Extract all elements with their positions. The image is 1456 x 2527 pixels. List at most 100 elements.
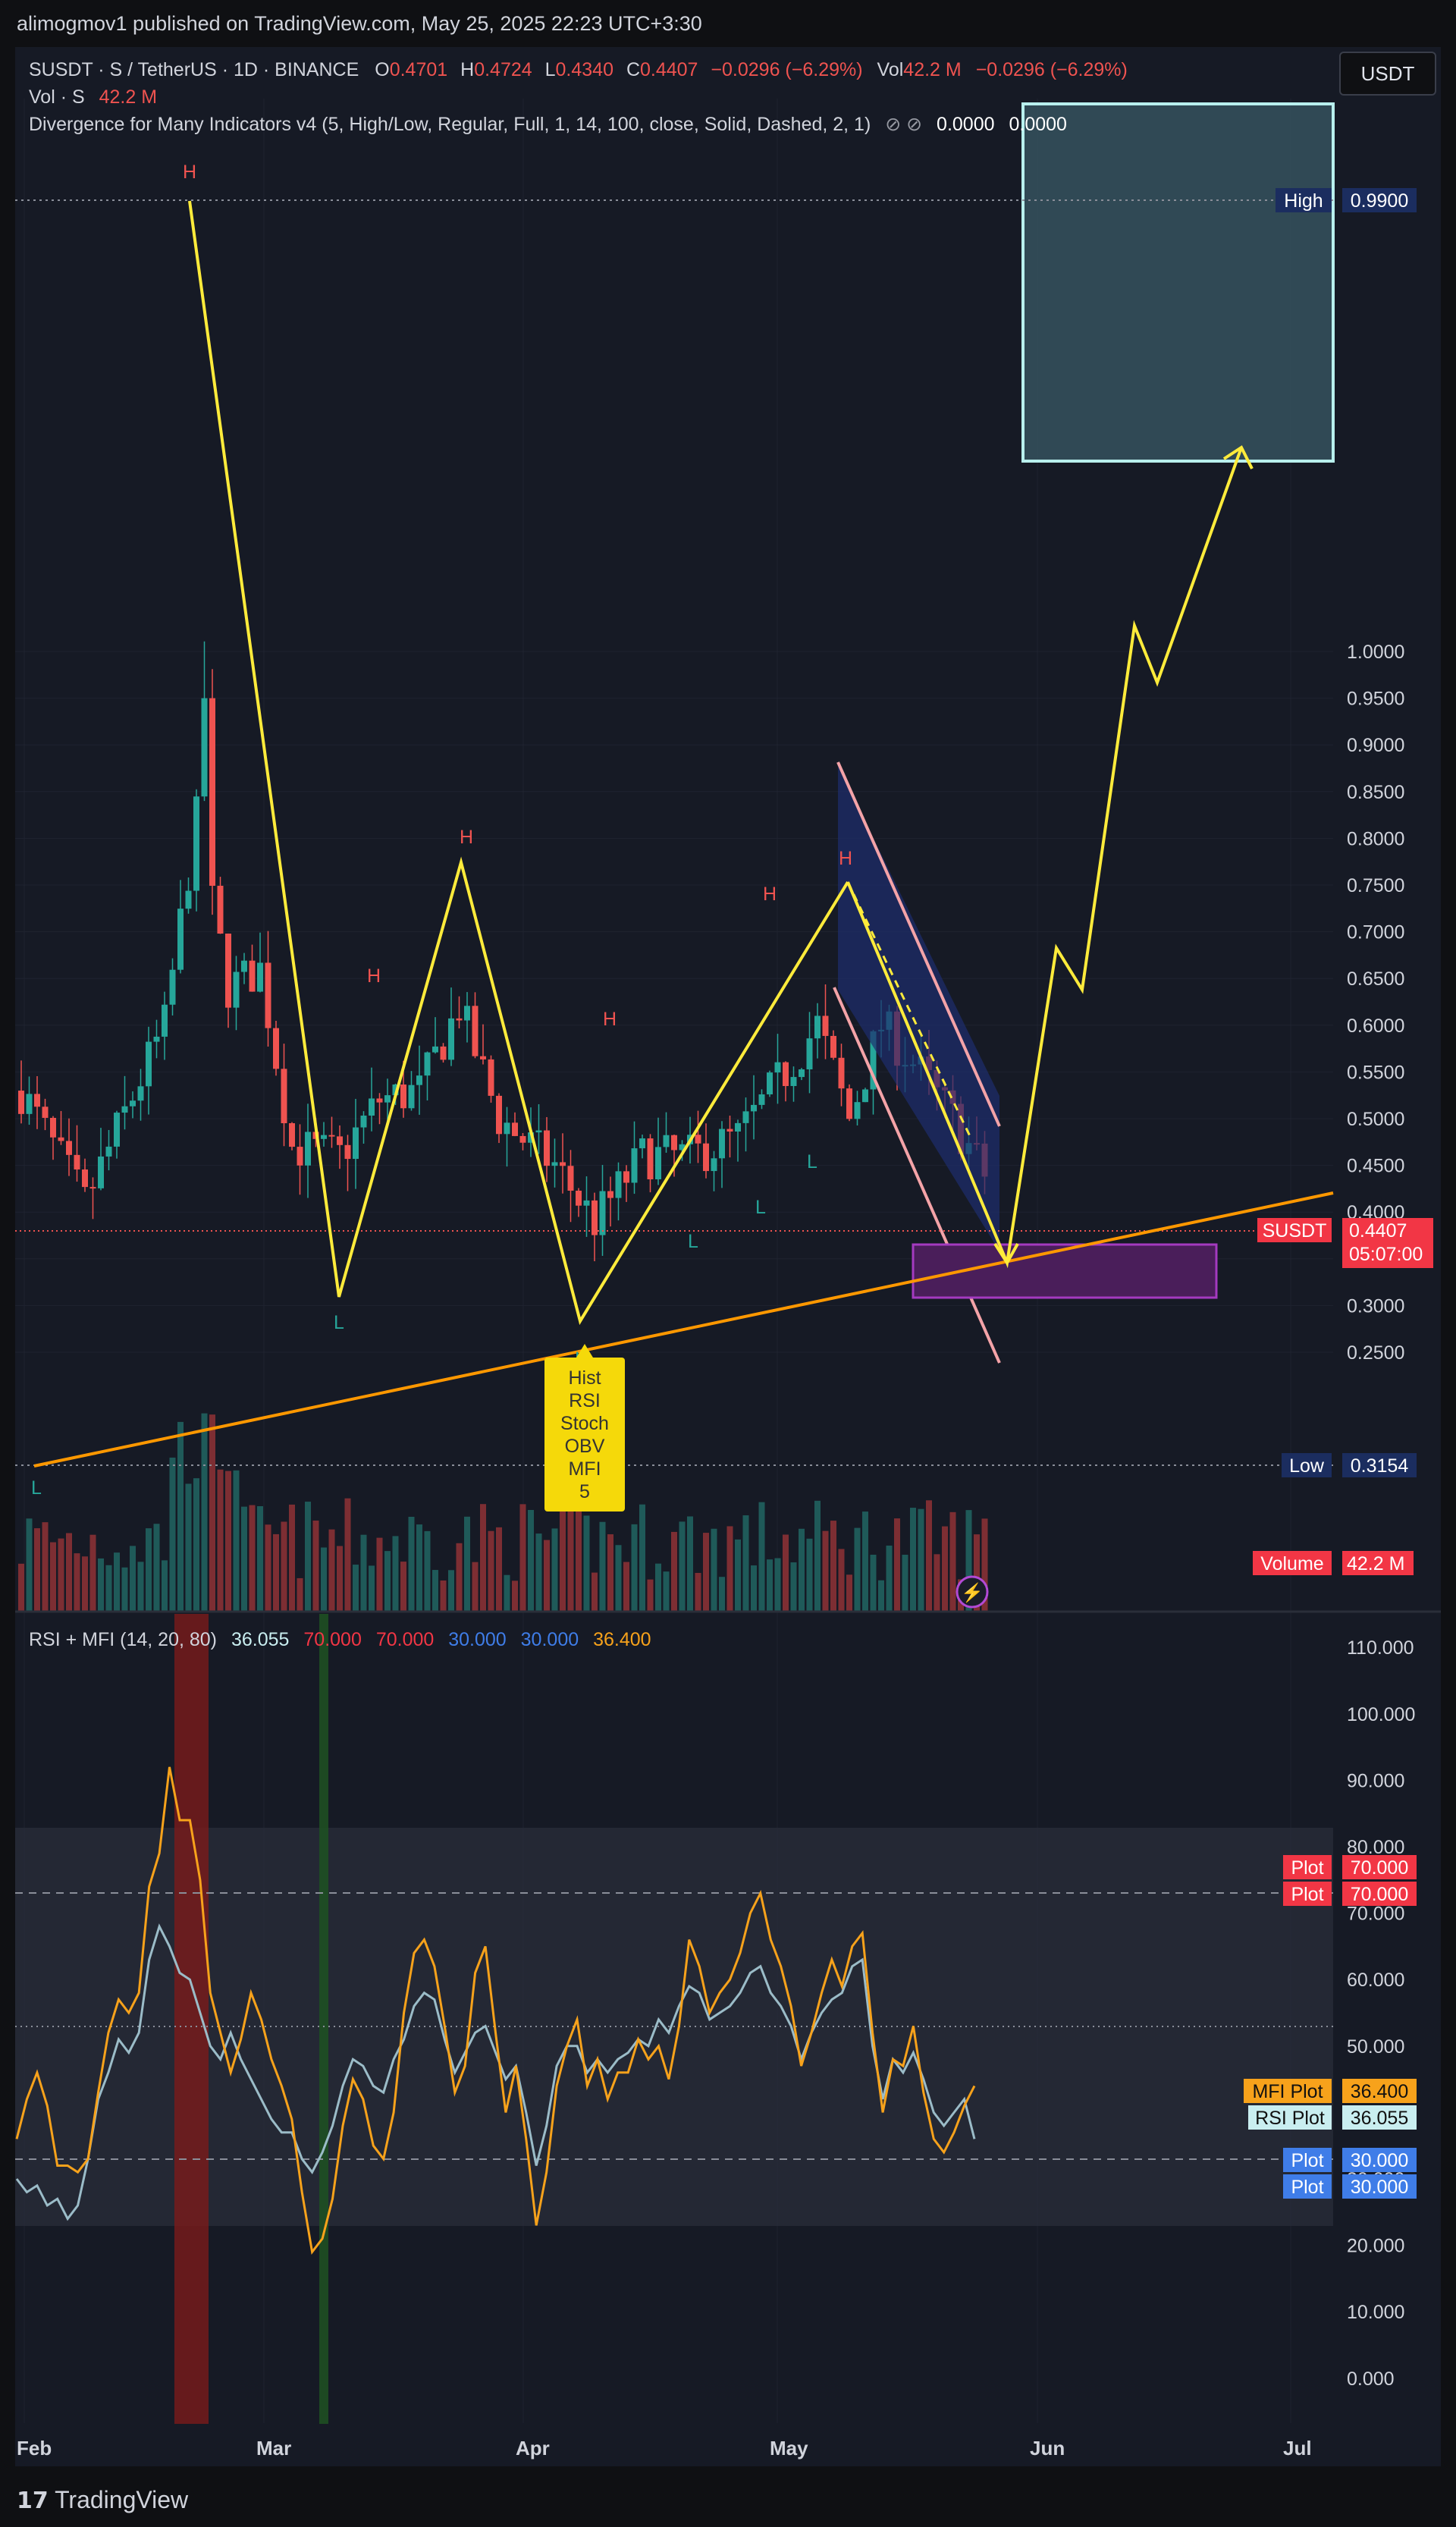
volume-bar <box>934 1554 940 1612</box>
volume-bar <box>241 1506 247 1612</box>
volume-bar <box>949 1511 956 1612</box>
price-tick-label: 0.8000 <box>1347 828 1404 849</box>
bearish-channel <box>838 766 999 1251</box>
volume-bar <box>400 1562 406 1612</box>
low-value-badge <box>1342 1453 1417 1477</box>
candle-body <box>177 909 184 970</box>
candle-body <box>496 1095 502 1135</box>
volume-bar <box>273 1533 279 1612</box>
volume-bar <box>846 1574 852 1612</box>
time-tick-label: May <box>770 2437 808 2460</box>
candle-body <box>464 1006 470 1021</box>
plot30-label-1: Plot <box>1291 2150 1323 2171</box>
volume-bar <box>918 1508 924 1612</box>
time-tick-label: Apr <box>516 2437 550 2460</box>
volume-bar <box>512 1581 518 1612</box>
candle-body <box>114 1113 120 1147</box>
candle-body <box>424 1052 431 1076</box>
volume-bar <box>137 1562 144 1612</box>
divergence-label-box <box>544 1358 625 1511</box>
rsi-axis: 110.000100.00090.00080.00070.00060.00050… <box>1347 1637 1415 2390</box>
candle-body <box>432 1046 438 1053</box>
candle-body <box>528 1132 534 1143</box>
volume-bar <box>146 1528 152 1612</box>
candle-body <box>679 1144 686 1150</box>
volume-bar <box>480 1504 486 1612</box>
legend-symbol[interactable]: SUSDT · S / TetherUS · 1D · BINANCE <box>29 59 359 80</box>
volume-bar <box>806 1538 813 1612</box>
volume-bar <box>965 1510 972 1612</box>
lightning-icon[interactable] <box>956 1575 989 1609</box>
volume-bar <box>942 1526 948 1612</box>
candle-body <box>265 962 271 1028</box>
volume-bar <box>98 1558 104 1612</box>
candle-body <box>66 1141 72 1155</box>
pivot-high-label: H <box>603 1009 617 1030</box>
channel-inner-dash <box>846 881 972 1138</box>
volume-bar <box>822 1530 829 1612</box>
volume-bar <box>185 1483 192 1612</box>
volume-bar <box>209 1414 215 1612</box>
volume-bar <box>504 1574 510 1612</box>
volume-bar <box>360 1534 367 1612</box>
volume-bar <box>535 1533 542 1612</box>
volume-bar <box>105 1565 112 1612</box>
candle-body <box>26 1094 33 1114</box>
candle-body <box>592 1200 598 1235</box>
candle-body <box>783 1062 789 1086</box>
volume-bar <box>719 1577 725 1612</box>
candle-body <box>42 1107 49 1118</box>
candle-body <box>257 962 263 992</box>
volume-bar <box>751 1565 757 1612</box>
candle-body <box>82 1169 88 1188</box>
legend-divergence-name[interactable]: Divergence for Many Indicators v4 (5, Hi… <box>29 114 871 135</box>
legend-rsi-name[interactable]: RSI + MFI (14, 20, 80) <box>29 1629 217 1650</box>
volume-bar <box>416 1524 422 1612</box>
candle-body <box>105 1146 112 1157</box>
volume-bar <box>369 1565 375 1612</box>
volume-bar <box>544 1540 550 1612</box>
pivot-labels: HHHHHHLLLLLL <box>31 162 852 1499</box>
candle-body <box>870 1031 877 1090</box>
candle-body <box>719 1129 725 1159</box>
price-tick-label: 0.3000 <box>1347 1295 1404 1317</box>
volume-bar <box>344 1498 351 1612</box>
volume-bar <box>18 1563 24 1612</box>
volume-bar <box>74 1553 80 1612</box>
legend-volume-name[interactable]: Vol · S <box>29 86 85 108</box>
candle-body <box>790 1077 797 1086</box>
currency-button[interactable]: USDT <box>1339 52 1436 96</box>
volume-bar <box>169 1457 176 1612</box>
volume-bar <box>894 1518 900 1612</box>
candle-body <box>615 1171 622 1198</box>
volume-bar <box>153 1524 160 1612</box>
candle-body <box>137 1086 144 1101</box>
low-value-text: 0.3154 <box>1351 1455 1409 1477</box>
volume-bar <box>767 1559 773 1612</box>
volume-bar <box>130 1546 136 1612</box>
volume-bar <box>870 1554 877 1612</box>
pivot-low-label: L <box>334 1312 344 1333</box>
candle-body <box>249 960 256 992</box>
candle-body <box>751 1104 757 1112</box>
mfi-value-badge <box>1342 2079 1417 2103</box>
rsi-tick-label: 90.000 <box>1347 1770 1404 1791</box>
divergence-label-pointer <box>576 1344 593 1358</box>
candle-body <box>695 1135 701 1144</box>
divergence-item: OBV <box>565 1436 605 1457</box>
candle-body <box>130 1100 136 1107</box>
rsi-plot-label: RSI Plot <box>1255 2108 1325 2129</box>
volume-bar <box>464 1516 470 1612</box>
volume-bar <box>392 1536 399 1612</box>
candle-body <box>599 1191 606 1235</box>
candle-body <box>321 1135 327 1139</box>
last-symbol-text: SUSDT <box>1263 1220 1327 1242</box>
volume-bar <box>742 1515 749 1612</box>
projection-path <box>846 447 1243 1269</box>
volume-bar <box>321 1547 327 1612</box>
candle-body <box>217 885 224 934</box>
volume-bar <box>50 1542 56 1612</box>
candle-body <box>544 1130 550 1166</box>
volume-bar <box>376 1537 383 1612</box>
